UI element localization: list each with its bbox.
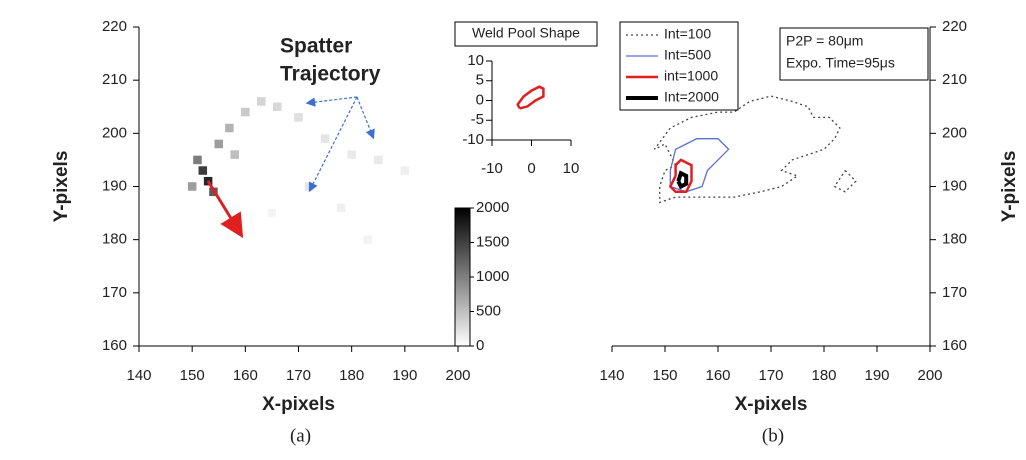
heat-cell (294, 113, 303, 122)
heat-cell (373, 155, 383, 165)
x-tick-label: 200 (917, 367, 942, 384)
legend-box (619, 21, 739, 111)
arrow (206, 180, 244, 239)
heat-cell (272, 102, 282, 112)
y-tick-label: 200 (102, 124, 127, 141)
heat-cell (241, 107, 250, 117)
annotation: Spatter (280, 35, 352, 58)
y-tick-label: 160 (942, 337, 967, 354)
caption: (a) (290, 425, 311, 446)
colorbar-tick-label: 2000 (476, 199, 509, 216)
y-tick-label: -10 (462, 131, 484, 148)
y-tick-label: 220 (942, 18, 967, 35)
y-axis-label: Y-pixels (999, 151, 1020, 223)
contour-line (676, 170, 689, 190)
heat-cell (347, 150, 356, 159)
x-tick-label: 200 (445, 367, 470, 384)
y-tick-label: 180 (102, 231, 127, 248)
colorbar (454, 207, 471, 347)
contour-line (653, 95, 857, 204)
inset-title: Weld Pool Shape (472, 25, 580, 41)
annotation: Trajectory (280, 63, 381, 86)
x-tick-label: 150 (652, 367, 677, 384)
heat-cell (193, 155, 202, 165)
heat-cell (214, 139, 224, 149)
arrow (308, 96, 358, 193)
y-tick-label: 210 (102, 71, 127, 88)
heat-cell (267, 208, 277, 218)
arrow (356, 96, 375, 140)
x-tick-label: 150 (180, 367, 205, 384)
heat-cell (336, 203, 346, 213)
x-axis-label: X-pixels (735, 394, 808, 415)
x-axis-label: X-pixels (262, 394, 335, 415)
heat-cell (257, 97, 266, 106)
y-tick-label: 5 (476, 72, 484, 89)
x-tick-label: 140 (599, 367, 624, 384)
x-tick-label: -10 (481, 160, 503, 177)
x-tick-label: 180 (339, 367, 364, 384)
heat-cell (187, 182, 197, 191)
y-tick-label: 190 (942, 177, 967, 194)
x-tick-label: 140 (126, 367, 151, 384)
heat-cell (320, 134, 330, 143)
y-tick-label: 170 (102, 284, 127, 301)
contour-line (668, 158, 693, 194)
x-tick-label: 170 (758, 367, 783, 384)
y-tick-label: 190 (102, 177, 127, 194)
caption: (b) (762, 425, 784, 446)
colorbar-tick-label: 1500 (476, 233, 509, 250)
notes-box (779, 27, 929, 81)
y-tick-label: 200 (942, 124, 967, 141)
heat-cell (198, 166, 208, 175)
y-tick-label: 170 (942, 284, 967, 301)
legend-label: Int=500 (664, 47, 711, 63)
heat-cell (363, 235, 372, 244)
colorbar-tick-label: 500 (476, 302, 501, 319)
inset-title-box (454, 21, 598, 47)
colorbar-tick-label: 0 (476, 337, 484, 354)
x-tick-label: 160 (705, 367, 730, 384)
legend-label: int=1000 (664, 68, 718, 84)
y-axis-label: Y-pixels (51, 151, 72, 223)
heat-cell (230, 150, 239, 159)
y-tick-label: 160 (102, 337, 127, 354)
y-tick-label: 180 (942, 231, 967, 248)
legend-label: Int=100 (664, 26, 711, 42)
x-tick-label: 180 (811, 367, 836, 384)
heat-cell (400, 166, 410, 175)
y-tick-label: 0 (476, 91, 484, 108)
x-tick-label: 0 (527, 160, 535, 177)
note: Expo. Time=95μs (786, 55, 895, 71)
y-tick-label: 210 (942, 71, 967, 88)
y-tick-label: -5 (471, 111, 484, 128)
y-tick-label: 220 (102, 18, 127, 35)
x-tick-label: 170 (286, 367, 311, 384)
x-tick-label: 10 (563, 160, 580, 177)
x-tick-label: 160 (233, 367, 258, 384)
note: P2P = 80μm (786, 33, 863, 49)
colorbar-tick-label: 1000 (476, 268, 509, 285)
x-tick-label: 190 (864, 367, 889, 384)
contour-line (516, 85, 545, 110)
legend-label: Int=2000 (664, 89, 719, 105)
x-tick-label: 190 (392, 367, 417, 384)
arrow (305, 96, 358, 107)
y-tick-label: 10 (467, 52, 484, 69)
heat-cell (225, 123, 234, 133)
